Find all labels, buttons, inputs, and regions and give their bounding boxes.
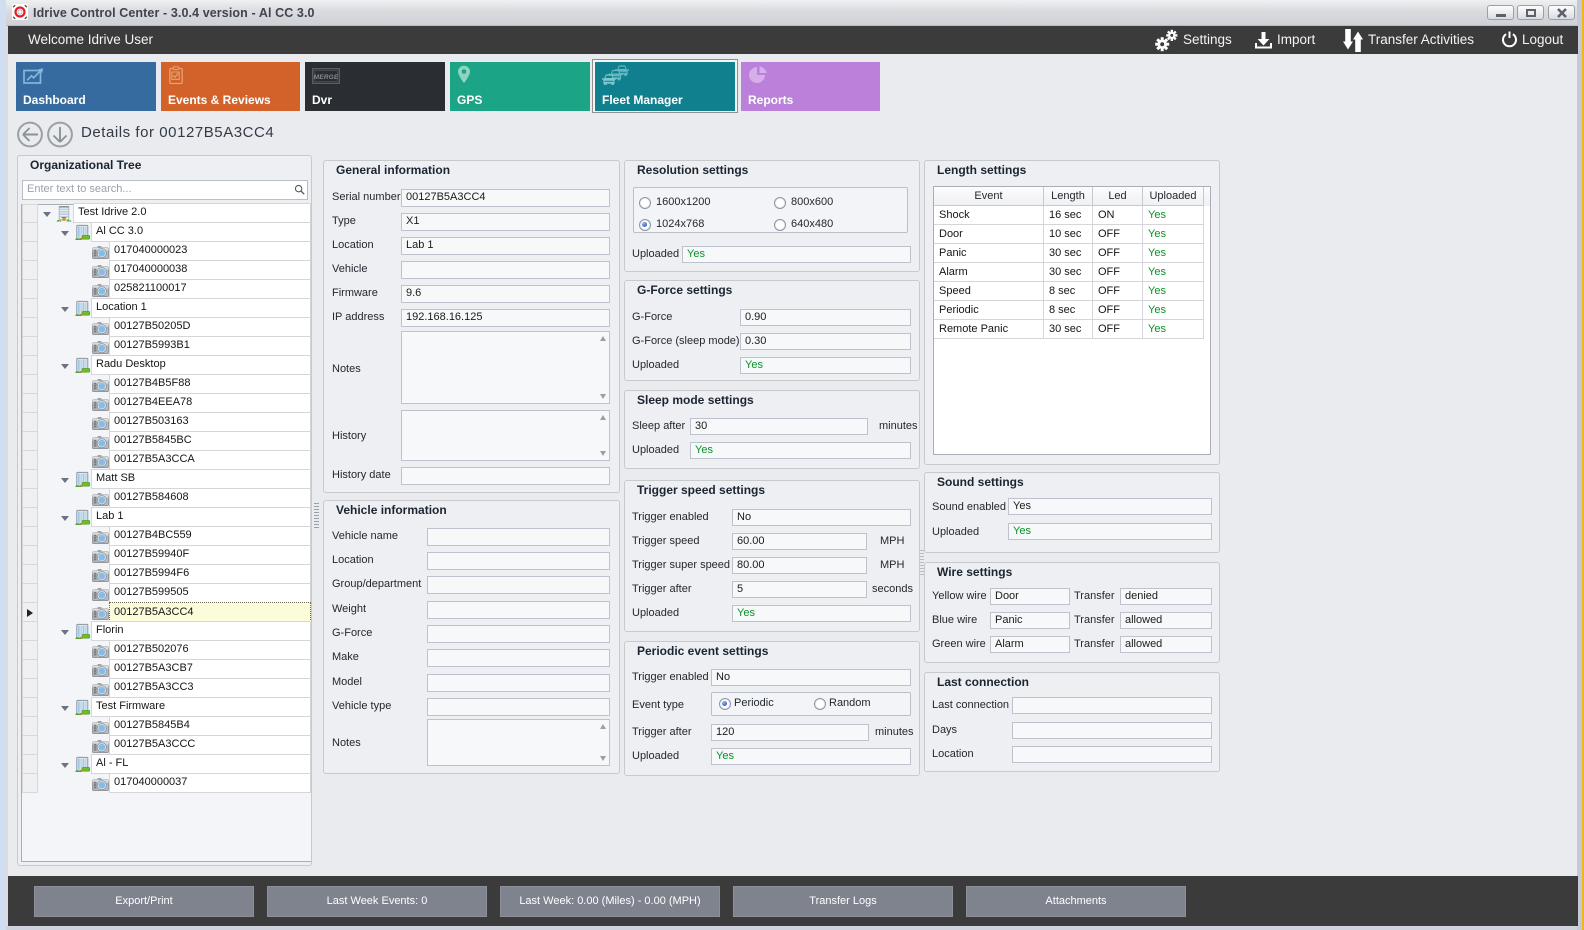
svg-text:MERGE: MERGE — [314, 74, 339, 81]
